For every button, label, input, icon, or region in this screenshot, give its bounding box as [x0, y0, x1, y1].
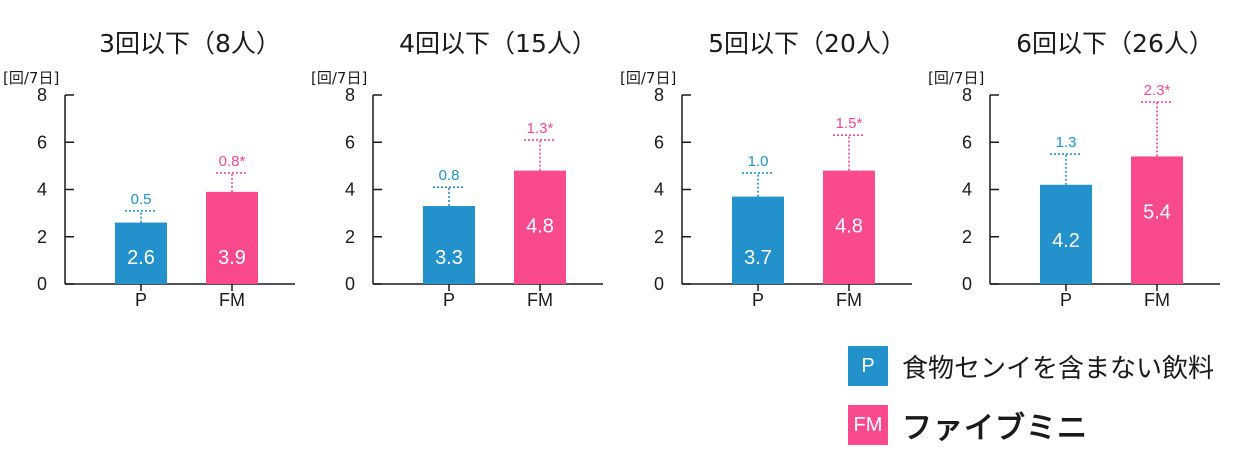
error-label: 0.5 — [131, 191, 152, 208]
y-tick-label: 8 — [962, 85, 972, 105]
error-label: 1.0 — [748, 153, 769, 170]
error-label: 1.5* — [836, 115, 863, 132]
y-tick-label: 6 — [962, 132, 972, 152]
bar-fm — [514, 170, 566, 284]
bar-fm — [1131, 156, 1183, 284]
x-tick-label: FM — [1144, 290, 1170, 310]
bar-p — [115, 222, 167, 284]
value-label: 4.8 — [835, 216, 863, 238]
y-tick-label: 2 — [37, 227, 47, 247]
error-label: 0.8 — [439, 167, 460, 184]
y-tick-label: 0 — [345, 274, 355, 294]
legend-label-p: 食物センイを含まない飲料 — [902, 353, 1215, 384]
y-tick-label: 8 — [345, 85, 355, 105]
y-tick-label: 6 — [345, 132, 355, 152]
x-tick-label: FM — [219, 290, 245, 310]
legend-item-fm: FM ファイブミニ — [848, 403, 1088, 447]
value-label: 5.4 — [1143, 201, 1171, 223]
y-axis-label: [回/7日] — [3, 69, 59, 87]
value-label: 3.7 — [744, 247, 772, 269]
value-label: 4.8 — [526, 216, 554, 238]
y-tick-label: 4 — [654, 180, 664, 200]
bar-fm — [823, 170, 875, 284]
y-axis-label: [回/7日] — [311, 69, 367, 87]
error-label: 2.3* — [1144, 82, 1171, 99]
y-tick-label: 2 — [962, 227, 972, 247]
chart-title: 5回以下（20人） — [708, 29, 906, 58]
value-label: 3.3 — [435, 247, 463, 269]
legend-swatch-fm: FM — [848, 405, 888, 445]
bar-p — [732, 196, 784, 284]
y-tick-label: 0 — [37, 274, 47, 294]
chart-title: 3回以下（8人） — [99, 29, 281, 58]
y-tick-label: 4 — [962, 180, 972, 200]
legend-swatch-p: P — [848, 346, 888, 386]
y-axis-label: [回/7日] — [620, 69, 676, 87]
bar-p — [423, 206, 475, 284]
error-label: 0.8* — [219, 153, 246, 170]
x-tick-label: P — [135, 290, 147, 310]
y-axis-label: [回/7日] — [928, 69, 984, 87]
chart-title: 6回以下（26人） — [1016, 29, 1214, 58]
y-tick-label: 0 — [654, 274, 664, 294]
y-tick-label: 8 — [654, 85, 664, 105]
legend-item-p: P 食物センイを含まない飲料 — [848, 346, 1214, 386]
y-tick-label: 4 — [37, 180, 47, 200]
y-tick-label: 0 — [962, 274, 972, 294]
y-tick-label: 6 — [654, 132, 664, 152]
y-tick-label: 2 — [345, 227, 355, 247]
y-tick-label: 8 — [37, 85, 47, 105]
y-tick-label: 2 — [654, 227, 664, 247]
x-tick-label: FM — [527, 290, 553, 310]
x-tick-label: FM — [836, 290, 862, 310]
x-tick-label: P — [752, 290, 764, 310]
value-label: 2.6 — [127, 247, 155, 269]
y-tick-label: 6 — [37, 132, 47, 152]
bar-fm — [206, 191, 258, 284]
x-tick-label: P — [1060, 290, 1072, 310]
value-label: 3.9 — [218, 247, 246, 269]
chart-title: 4回以下（15人） — [399, 29, 597, 58]
legend-label-fm: ファイブミニ — [902, 411, 1088, 446]
error-label: 1.3* — [527, 120, 554, 137]
bar-p — [1040, 184, 1092, 284]
charts-area: 3回以下（8人） [回/7日] 0 2 4 6 8 0.5 2.6 P 0.8* 3.9 FM 4回以下（… — [3, 29, 1220, 310]
y-tick-label: 4 — [345, 180, 355, 200]
error-label: 1.3 — [1056, 134, 1077, 151]
x-tick-label: P — [443, 290, 455, 310]
value-label: 4.2 — [1052, 230, 1080, 252]
